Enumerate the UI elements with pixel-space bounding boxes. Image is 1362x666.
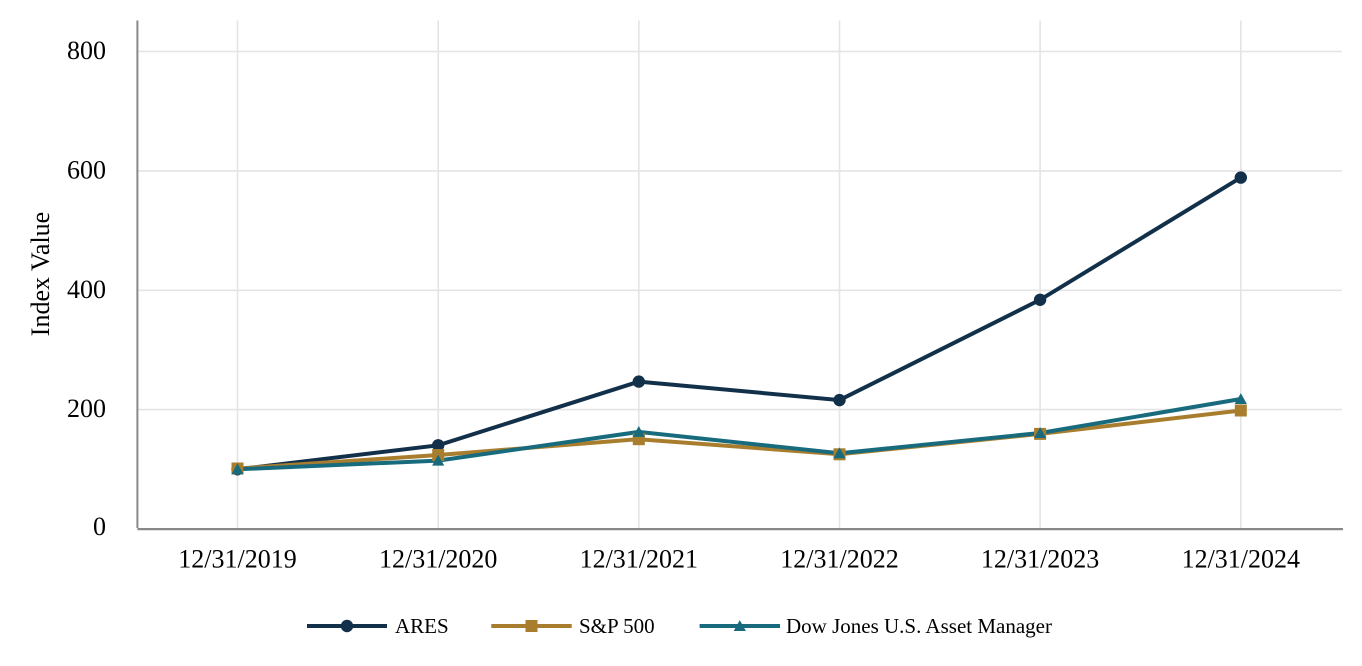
svg-text:12/31/2022: 12/31/2022 [780, 545, 898, 574]
svg-text:0: 0 [93, 512, 106, 541]
svg-text:12/31/2019: 12/31/2019 [178, 545, 296, 574]
svg-text:12/31/2020: 12/31/2020 [379, 545, 497, 574]
svg-text:Index Value: Index Value [26, 212, 55, 336]
svg-text:12/31/2024: 12/31/2024 [1182, 545, 1300, 574]
svg-text:400: 400 [67, 275, 106, 304]
svg-text:600: 600 [67, 155, 106, 184]
svg-text:200: 200 [67, 394, 106, 423]
svg-text:S&P 500: S&P 500 [579, 614, 655, 638]
svg-text:12/31/2023: 12/31/2023 [981, 545, 1099, 574]
svg-text:Dow Jones U.S. Asset Manager: Dow Jones U.S. Asset Manager [786, 614, 1052, 638]
svg-text:ARES: ARES [395, 614, 449, 638]
svg-text:800: 800 [67, 36, 106, 65]
svg-text:12/31/2021: 12/31/2021 [580, 545, 698, 574]
